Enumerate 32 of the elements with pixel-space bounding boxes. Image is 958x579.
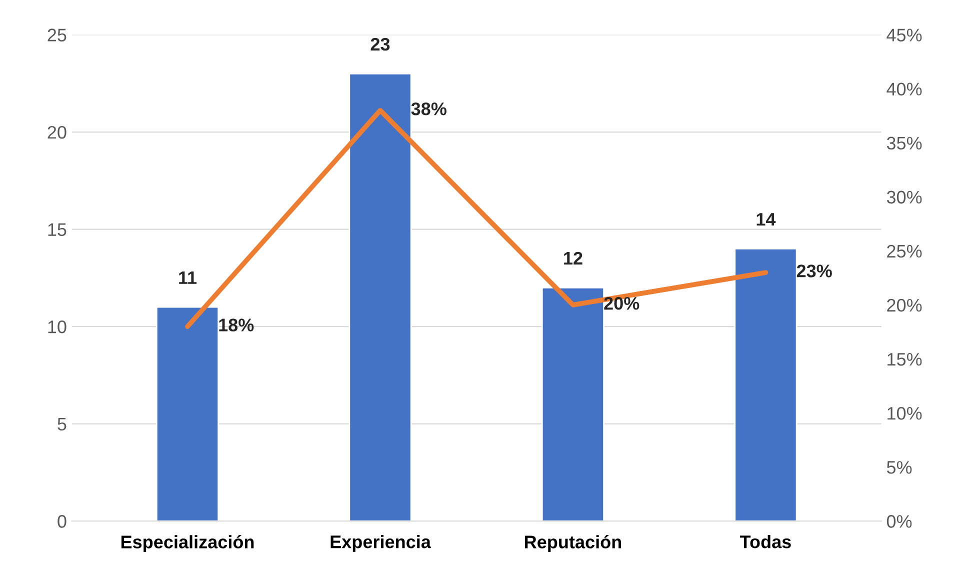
y2-tick-label: 10% [888, 406, 922, 420]
data-label: 11 [179, 271, 197, 284]
data-label: 23% [796, 264, 832, 278]
y2-tick-label: 35% [886, 136, 922, 150]
y-tick-label: 10 [48, 320, 66, 334]
data-label: 23 [370, 38, 390, 51]
y-tick-label: 20 [48, 126, 66, 139]
y2-tick-label: 25% [887, 244, 922, 258]
x-tick-label: Reputación [525, 534, 622, 552]
data-label: 14 [756, 213, 776, 226]
data-label: 12 [564, 252, 582, 264]
bar [734, 248, 798, 522]
y-tick-label: 5 [58, 418, 66, 431]
y2-tick-label: 30% [886, 190, 922, 204]
y-tick-label: 0 [58, 515, 66, 528]
x-tick-label: Experiencia [330, 534, 432, 552]
bar [541, 286, 605, 522]
y2-tick-label: 15% [888, 352, 922, 366]
data-label: 38% [411, 102, 446, 116]
x-tick-label: Todas [740, 534, 791, 548]
data-label: 20% [604, 297, 640, 310]
bar [156, 306, 220, 522]
y2-tick-label: 45% [886, 28, 922, 42]
y2-tick-label: 0% [886, 515, 912, 528]
y-tick-label: 15 [48, 223, 66, 236]
data-label: 18% [219, 318, 254, 332]
y2-tick-label: 20% [887, 298, 922, 312]
bar [348, 72, 412, 522]
x-tick-label: Especialización [121, 534, 254, 552]
y-tick-label: 25 [48, 28, 66, 42]
y2-tick-label: 40% [886, 82, 922, 96]
y2-tick-label: 5% [886, 461, 912, 474]
